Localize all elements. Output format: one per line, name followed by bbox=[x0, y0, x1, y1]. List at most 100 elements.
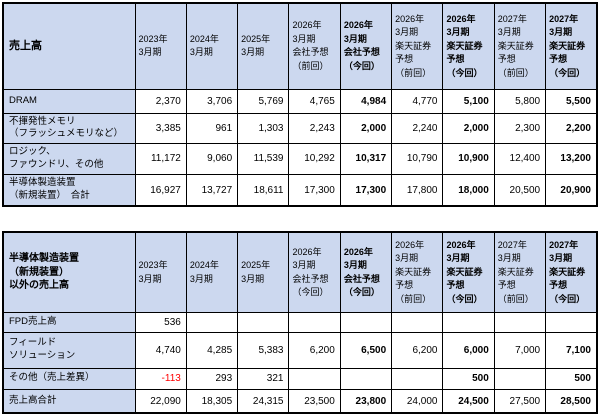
column-header: 2026年 3月期 会社予想 （今回） bbox=[339, 231, 393, 313]
value-cell: 500 bbox=[442, 367, 495, 390]
value-cell bbox=[185, 311, 239, 333]
value-cell: 22,090 bbox=[134, 388, 187, 414]
column-header: 2024年 3月期 bbox=[185, 2, 239, 90]
value-cell: 20,900 bbox=[545, 173, 598, 207]
value-cell: 5,500 bbox=[545, 88, 598, 114]
value-cell: 5,769 bbox=[237, 88, 290, 114]
value-cell: 293 bbox=[185, 367, 239, 390]
value-cell: 2,300 bbox=[493, 112, 547, 145]
table-row: ロジック、 ファウンドリ、その他 11,172 9,060 11,539 10,292 1… bbox=[2, 143, 598, 175]
value-cell: 6,200 bbox=[391, 331, 444, 369]
value-cell bbox=[391, 367, 444, 390]
header-row: 売上高 2023年 3月期 2024年 3月期 2025年 3月期 2026年 3月期… bbox=[2, 2, 598, 90]
row-label: その他（売上差異） bbox=[2, 367, 136, 390]
value-cell bbox=[339, 311, 393, 333]
value-cell bbox=[288, 311, 341, 333]
column-header: 2026年 3月期 会社予想 （今回） bbox=[339, 2, 393, 90]
value-cell bbox=[237, 311, 290, 333]
column-header: 2027年 3月期 楽天証券 予想 （前回） bbox=[493, 2, 547, 90]
column-header: 2026年 3月期 会社予想 （今回） bbox=[288, 231, 341, 313]
value-cell: 20,500 bbox=[493, 173, 547, 207]
value-cell: 2,000 bbox=[339, 112, 393, 145]
column-header: 2027年 3月期 楽天証券 予想 （今回） bbox=[545, 231, 598, 313]
table-row: FPD売上高 536 bbox=[2, 311, 598, 333]
sales-table: 売上高 2023年 3月期 2024年 3月期 2025年 3月期 2026年 3月期… bbox=[2, 2, 598, 208]
row-label: DRAM bbox=[2, 88, 136, 114]
value-cell bbox=[288, 367, 341, 390]
value-cell: 17,300 bbox=[339, 173, 393, 207]
row-label: 売上高合計 bbox=[2, 388, 136, 414]
value-cell: 18,000 bbox=[442, 173, 495, 207]
value-cell: 11,539 bbox=[237, 143, 290, 175]
value-cell: 2,000 bbox=[442, 112, 495, 145]
row-label: フィールド ソリューション bbox=[2, 331, 136, 369]
column-header: 2027年 3月期 楽天証券 予想 （前回） bbox=[493, 231, 547, 313]
value-cell: 24,500 bbox=[442, 388, 495, 414]
column-header: 2026年 3月期 楽天証券 予想 （前回） bbox=[391, 2, 444, 90]
value-cell: 500 bbox=[545, 367, 598, 390]
header-row: 半導体製造装置 （新規装置） 以外の売上高 2023年 3月期 2024年 3月期… bbox=[2, 231, 598, 313]
column-header: 2024年 3月期 bbox=[185, 231, 239, 313]
table-title: 半導体製造装置 （新規装置） 以外の売上高 bbox=[2, 231, 136, 313]
value-cell: 4,770 bbox=[391, 88, 444, 114]
value-cell: 24,315 bbox=[237, 388, 290, 414]
value-cell bbox=[545, 311, 598, 333]
value-cell: 7,100 bbox=[545, 331, 598, 369]
value-cell: 11,172 bbox=[134, 143, 187, 175]
value-cell: 2,243 bbox=[288, 112, 341, 145]
column-header: 2023年 3月期 bbox=[134, 2, 187, 90]
value-cell: 23,800 bbox=[339, 388, 393, 414]
value-cell: 17,300 bbox=[288, 173, 341, 207]
value-cell: 9,060 bbox=[185, 143, 239, 175]
value-cell bbox=[391, 311, 444, 333]
value-cell: 2,370 bbox=[134, 88, 187, 114]
column-header: 2026年 3月期 会社予想 （前回） bbox=[288, 2, 341, 90]
value-cell: 17,800 bbox=[391, 173, 444, 207]
column-header: 2025年 3月期 bbox=[237, 2, 290, 90]
value-cell: 13,200 bbox=[545, 143, 598, 175]
value-cell: -113 bbox=[134, 367, 187, 390]
other-sales-table: 半導体製造装置 （新規装置） 以外の売上高 2023年 3月期 2024年 3月期… bbox=[2, 231, 598, 415]
column-header: 2027年 3月期 楽天証券 予想 （今回） bbox=[545, 2, 598, 90]
value-cell: 5,100 bbox=[442, 88, 495, 114]
row-label: ロジック、 ファウンドリ、その他 bbox=[2, 143, 136, 175]
value-cell bbox=[339, 367, 393, 390]
row-label: 不揮発性メモリ （フラッシュメモリなど） bbox=[2, 112, 136, 145]
value-cell: 7,000 bbox=[493, 331, 547, 369]
column-header: 2023年 3月期 bbox=[134, 231, 187, 313]
value-cell: 4,984 bbox=[339, 88, 393, 114]
value-cell: 27,500 bbox=[493, 388, 547, 414]
value-cell: 321 bbox=[237, 367, 290, 390]
value-cell: 24,000 bbox=[391, 388, 444, 414]
value-cell: 3,706 bbox=[185, 88, 239, 114]
row-label: FPD売上高 bbox=[2, 311, 136, 333]
value-cell: 18,611 bbox=[237, 173, 290, 207]
column-header: 2026年 3月期 楽天証券 予想 （前回） bbox=[391, 231, 444, 313]
value-cell bbox=[493, 311, 547, 333]
value-cell: 3,385 bbox=[134, 112, 187, 145]
value-cell: 4,285 bbox=[185, 331, 239, 369]
table-row: フィールド ソリューション 4,740 4,285 5,383 6,200 6,500 6,… bbox=[2, 331, 598, 369]
value-cell: 1,303 bbox=[237, 112, 290, 145]
value-cell: 536 bbox=[134, 311, 187, 333]
value-cell: 10,900 bbox=[442, 143, 495, 175]
value-cell: 28,500 bbox=[545, 388, 598, 414]
row-label: 半導体製造装置 （新規装置） 合計 bbox=[2, 173, 136, 207]
value-cell: 13,727 bbox=[185, 173, 239, 207]
value-cell bbox=[493, 367, 547, 390]
value-cell: 23,500 bbox=[288, 388, 341, 414]
value-cell: 10,790 bbox=[391, 143, 444, 175]
table-row: 売上高合計 22,090 18,305 24,315 23,500 23,800 24,00… bbox=[2, 388, 598, 414]
value-cell: 6,200 bbox=[288, 331, 341, 369]
value-cell bbox=[442, 311, 495, 333]
value-cell: 6,500 bbox=[339, 331, 393, 369]
table-row: その他（売上差異） -113 293 321 500 500 bbox=[2, 367, 598, 390]
table-row: 半導体製造装置 （新規装置） 合計 16,927 13,727 18,611 17,30… bbox=[2, 173, 598, 207]
value-cell: 5,800 bbox=[493, 88, 547, 114]
value-cell: 961 bbox=[185, 112, 239, 145]
column-header: 2026年 3月期 楽天証券 予想 （今回） bbox=[442, 231, 495, 313]
table-row: 不揮発性メモリ （フラッシュメモリなど） 3,385 961 1,303 2,243 2,… bbox=[2, 112, 598, 145]
value-cell: 2,240 bbox=[391, 112, 444, 145]
table-row: DRAM 2,370 3,706 5,769 4,765 4,984 4,770 5,100 5… bbox=[2, 88, 598, 114]
